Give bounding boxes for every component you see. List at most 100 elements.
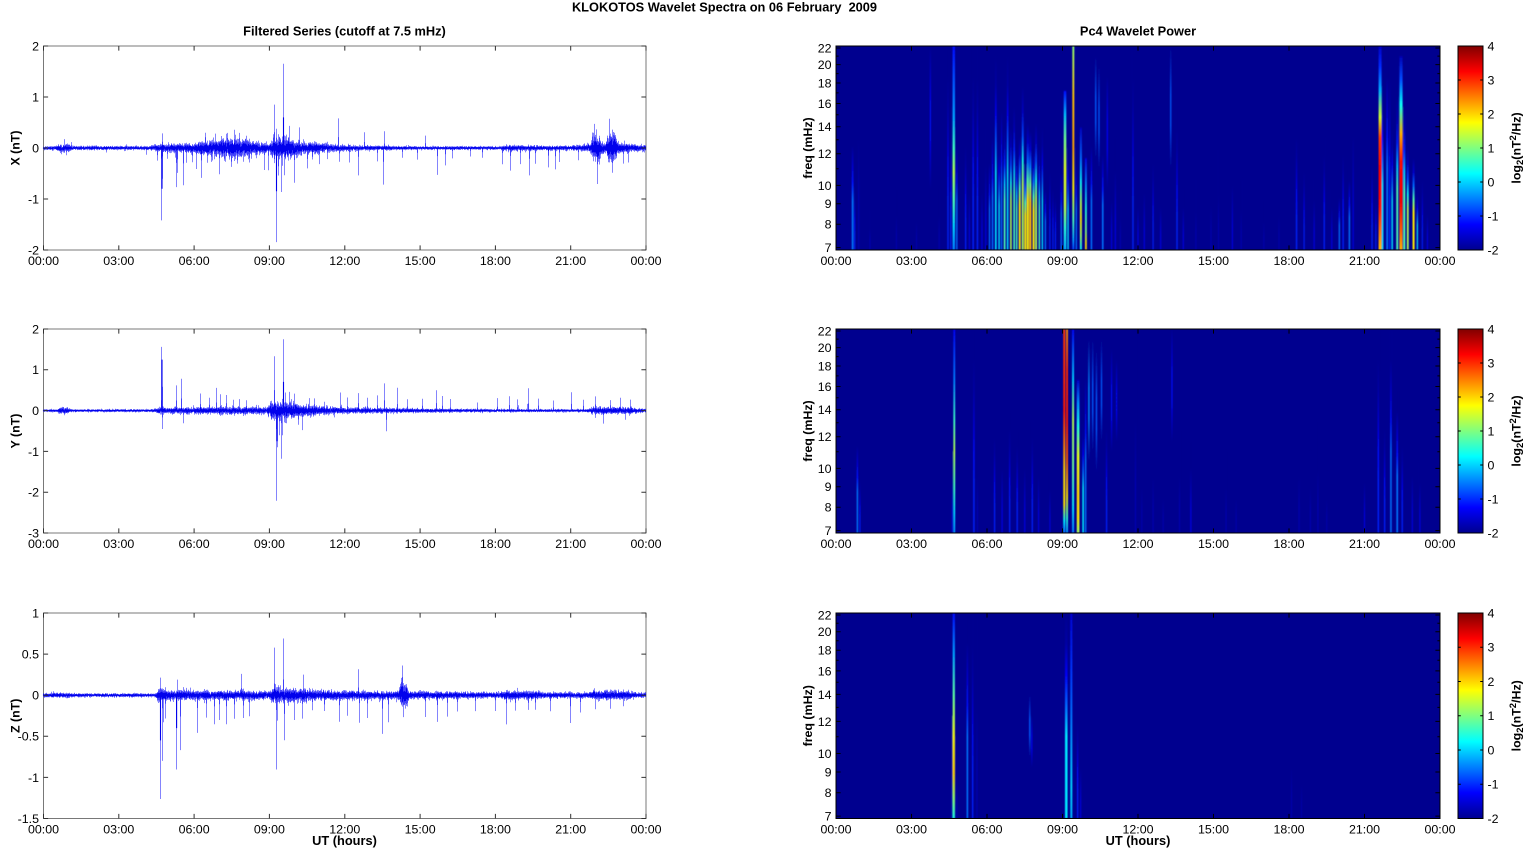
svg-text:-3: -3 — [28, 526, 39, 540]
svg-text:12: 12 — [818, 147, 832, 161]
svg-text:00:00: 00:00 — [28, 537, 59, 551]
svg-text:Pc4 Wavelet Power: Pc4 Wavelet Power — [1080, 24, 1196, 39]
svg-text:14: 14 — [818, 688, 832, 702]
svg-text:3: 3 — [1488, 356, 1495, 370]
svg-text:-1.5: -1.5 — [18, 812, 39, 826]
svg-text:21:00: 21:00 — [555, 537, 586, 551]
svg-text:15:00: 15:00 — [1198, 537, 1229, 551]
svg-text:18:00: 18:00 — [1273, 537, 1304, 551]
svg-text:16: 16 — [818, 664, 832, 678]
svg-text:1: 1 — [1488, 141, 1495, 155]
svg-text:-2: -2 — [28, 243, 39, 257]
svg-text:03:00: 03:00 — [103, 254, 134, 268]
svg-text:12: 12 — [818, 430, 832, 444]
svg-text:06:00: 06:00 — [971, 254, 1002, 268]
svg-text:Y (nT): Y (nT) — [9, 414, 23, 449]
svg-text:10: 10 — [818, 747, 832, 761]
svg-text:00:00: 00:00 — [820, 254, 851, 268]
svg-text:7: 7 — [825, 241, 832, 255]
svg-text:09:00: 09:00 — [254, 537, 285, 551]
svg-text:15:00: 15:00 — [405, 537, 436, 551]
svg-text:00:00: 00:00 — [28, 822, 59, 836]
svg-text:18:00: 18:00 — [480, 822, 511, 836]
svg-text:1: 1 — [32, 363, 39, 377]
svg-text:3: 3 — [1488, 73, 1495, 87]
svg-text:9: 9 — [825, 197, 832, 211]
svg-text:4: 4 — [1488, 39, 1495, 53]
svg-text:9: 9 — [825, 480, 832, 494]
svg-text:09:00: 09:00 — [254, 822, 285, 836]
svg-text:09:00: 09:00 — [1047, 254, 1078, 268]
svg-text:00:00: 00:00 — [1424, 822, 1455, 836]
svg-text:21:00: 21:00 — [1349, 537, 1380, 551]
svg-text:8: 8 — [825, 218, 832, 232]
svg-text:18: 18 — [818, 359, 832, 373]
svg-text:09:00: 09:00 — [254, 254, 285, 268]
svg-text:20: 20 — [818, 625, 832, 639]
svg-text:-0.5: -0.5 — [18, 730, 39, 744]
svg-text:00:00: 00:00 — [630, 254, 661, 268]
svg-text:00:00: 00:00 — [630, 537, 661, 551]
svg-text:8: 8 — [825, 501, 832, 515]
svg-text:0: 0 — [32, 404, 39, 418]
svg-text:03:00: 03:00 — [103, 537, 134, 551]
svg-text:18:00: 18:00 — [1273, 254, 1304, 268]
svg-text:-2: -2 — [1488, 526, 1499, 540]
svg-text:12:00: 12:00 — [329, 254, 360, 268]
svg-text:-1: -1 — [28, 771, 39, 785]
svg-text:1: 1 — [32, 606, 39, 620]
svg-text:X (nT): X (nT) — [9, 130, 23, 165]
svg-text:06:00: 06:00 — [971, 822, 1002, 836]
svg-text:-1: -1 — [1488, 209, 1499, 223]
svg-text:0: 0 — [1488, 175, 1495, 189]
svg-text:1: 1 — [1488, 709, 1495, 723]
svg-text:12:00: 12:00 — [329, 822, 360, 836]
svg-text:4: 4 — [1488, 606, 1495, 620]
svg-text:-2: -2 — [28, 486, 39, 500]
svg-text:09:00: 09:00 — [1047, 822, 1078, 836]
svg-text:00:00: 00:00 — [820, 537, 851, 551]
svg-text:1: 1 — [32, 90, 39, 104]
svg-text:-1: -1 — [28, 192, 39, 206]
svg-text:18: 18 — [818, 76, 832, 90]
svg-text:00:00: 00:00 — [1424, 254, 1455, 268]
svg-text:7: 7 — [825, 524, 832, 538]
svg-text:00:00: 00:00 — [820, 822, 851, 836]
svg-text:09:00: 09:00 — [1047, 537, 1078, 551]
svg-text:14: 14 — [818, 120, 832, 134]
svg-text:2: 2 — [1488, 675, 1495, 689]
svg-text:03:00: 03:00 — [896, 254, 927, 268]
svg-text:21:00: 21:00 — [1349, 822, 1380, 836]
svg-text:22: 22 — [818, 608, 832, 622]
svg-text:21:00: 21:00 — [555, 254, 586, 268]
svg-text:06:00: 06:00 — [179, 254, 210, 268]
svg-text:freq (mHz): freq (mHz) — [801, 117, 815, 178]
svg-text:Z (nT): Z (nT) — [9, 699, 23, 733]
svg-text:16: 16 — [818, 97, 832, 111]
svg-text:0: 0 — [32, 141, 39, 155]
svg-text:0.5: 0.5 — [22, 648, 39, 662]
svg-text:log2(nT2/Hz): log2(nT2/Hz) — [1508, 680, 1526, 751]
svg-text:UT (hours): UT (hours) — [1106, 833, 1171, 848]
svg-text:freq (mHz): freq (mHz) — [801, 400, 815, 461]
svg-text:10: 10 — [818, 462, 832, 476]
svg-text:-2: -2 — [1488, 243, 1499, 257]
svg-text:0: 0 — [1488, 458, 1495, 472]
svg-text:1: 1 — [1488, 424, 1495, 438]
svg-text:03:00: 03:00 — [896, 537, 927, 551]
svg-text:log2(nT2/Hz): log2(nT2/Hz) — [1508, 395, 1526, 466]
svg-text:12:00: 12:00 — [1122, 822, 1153, 836]
svg-text:03:00: 03:00 — [103, 822, 134, 836]
svg-text:15:00: 15:00 — [405, 822, 436, 836]
svg-text:18:00: 18:00 — [480, 537, 511, 551]
svg-text:2: 2 — [32, 322, 39, 336]
svg-text:06:00: 06:00 — [971, 537, 1002, 551]
svg-text:log2(nT2/Hz): log2(nT2/Hz) — [1508, 112, 1526, 183]
svg-text:KLOKOTOS Wavelet Spectra on 06: KLOKOTOS Wavelet Spectra on 06 February … — [572, 0, 877, 15]
svg-text:0: 0 — [1488, 743, 1495, 757]
svg-text:-1: -1 — [1488, 492, 1499, 506]
svg-text:21:00: 21:00 — [1349, 254, 1380, 268]
svg-text:Filtered Series (cutoff at 7.5: Filtered Series (cutoff at 7.5 mHz) — [243, 24, 446, 39]
svg-text:9: 9 — [825, 765, 832, 779]
svg-text:12:00: 12:00 — [1122, 254, 1153, 268]
